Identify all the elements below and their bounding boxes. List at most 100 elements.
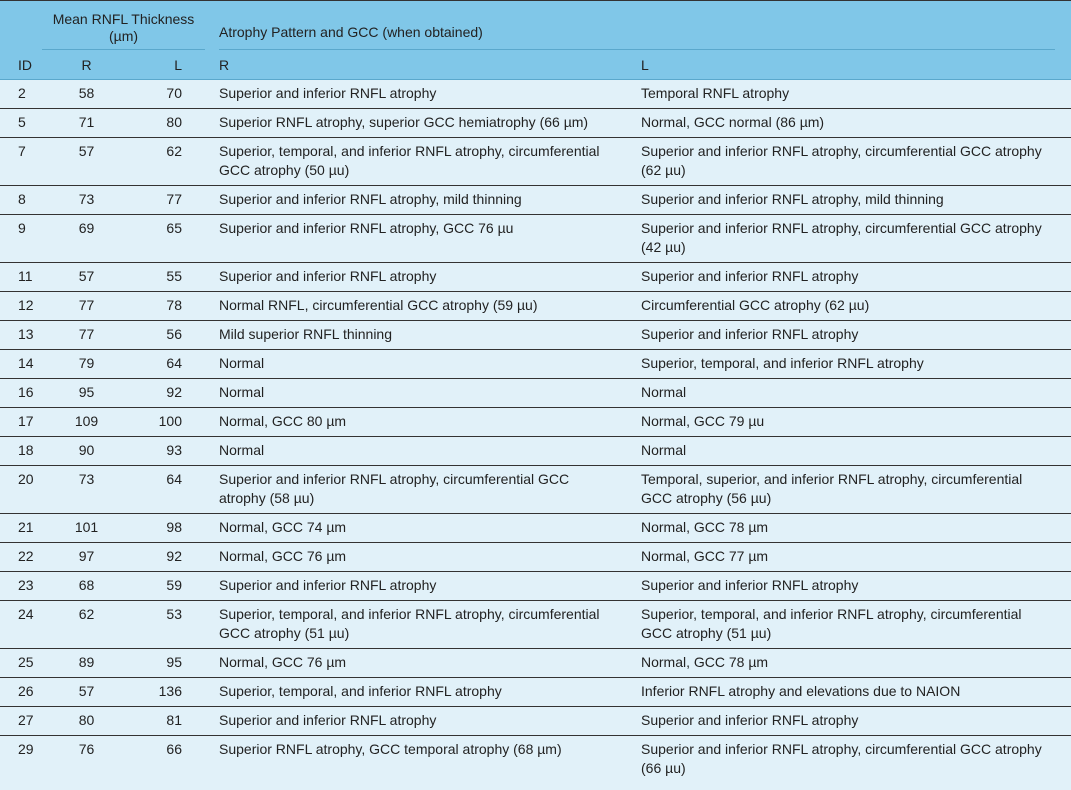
table-cell: Superior, temporal, and inferior RNFL at… (629, 349, 1071, 379)
table-cell: Superior and inferior RNFL atrophy (629, 706, 1071, 736)
table-cell: 2 (0, 79, 40, 109)
table-cell: 65 (125, 214, 205, 263)
table-cell: 109 (40, 407, 125, 437)
column-header: R (40, 50, 125, 80)
table-cell: 8 (0, 185, 40, 215)
table-cell: Superior and inferior RNFL atrophy, circ… (629, 137, 1071, 186)
table-cell: 77 (40, 291, 125, 321)
table-cell: Normal (205, 436, 629, 466)
table-cell: 17 (0, 407, 40, 437)
table-cell: 24 (0, 600, 40, 649)
table-cell: 57 (40, 137, 125, 186)
table-row: 7 57 62 Superior, temporal, and inferior RN… (0, 137, 1071, 186)
table-cell: 68 (40, 571, 125, 601)
table-row: 23 68 59 Superior and inferior RNFL atrophy… (0, 571, 1071, 601)
table-row: 18 90 93 Normal Normal (0, 436, 1071, 466)
table-cell: 66 (125, 735, 205, 783)
table-row: 22 97 92 Normal, GCC 76 µm Normal, GCC 77 µm (0, 542, 1071, 572)
table-cell: 97 (40, 542, 125, 572)
table-cell: 53 (125, 600, 205, 649)
table-cell: 79 (40, 349, 125, 379)
table-cell: Inferior RNFL atrophy and elevations due… (629, 677, 1071, 707)
table-row: 8 73 77 Superior and inferior RNFL atrophy,… (0, 185, 1071, 215)
table-cell: Normal (205, 378, 629, 408)
table-cell: 95 (125, 648, 205, 678)
table-cell: 76 (40, 735, 125, 783)
column-group: Mean RNFL Thickness (µm) (42, 4, 205, 50)
table-cell: Superior and inferior RNFL atrophy (205, 79, 629, 109)
table-cell: 25 (0, 648, 40, 678)
table-cell: 55 (125, 262, 205, 292)
table-cell: Superior and inferior RNFL atrophy, mild… (205, 185, 629, 215)
table-cell: Superior, temporal, and inferior RNFL at… (205, 600, 629, 649)
table-cell: 73 (40, 465, 125, 514)
table-row: 14 79 64 Normal Superior, temporal, and infe… (0, 349, 1071, 379)
table-cell: Superior RNFL atrophy, superior GCC hemi… (205, 108, 629, 138)
table-cell: Normal, GCC 78 µm (629, 513, 1071, 543)
table-cell: 23 (0, 571, 40, 601)
table-cell: 89 (40, 648, 125, 678)
table-cell: 136 (125, 677, 205, 707)
table-row: 20 73 64 Superior and inferior RNFL atrophy… (0, 465, 1071, 514)
table-cell: 98 (125, 513, 205, 543)
table-cell: 100 (125, 407, 205, 437)
column-header: L (629, 50, 1071, 80)
table-cell: 18 (0, 436, 40, 466)
table-cell: 59 (125, 571, 205, 601)
table-cell: 20 (0, 465, 40, 514)
table-cell: Superior, temporal, and inferior RNFL at… (629, 600, 1071, 649)
table-cell: 7 (0, 137, 40, 186)
table-cell: Superior and inferior RNFL atrophy (205, 571, 629, 601)
table-cell: 14 (0, 349, 40, 379)
table-cell: Normal, GCC 80 µm (205, 407, 629, 437)
table-row: 13 77 56 Mild superior RNFL thinning Superio… (0, 320, 1071, 350)
table-cell: 90 (40, 436, 125, 466)
table-cell: Superior and inferior RNFL atrophy (205, 706, 629, 736)
table-cell: Normal (629, 436, 1071, 466)
table-cell: 78 (125, 291, 205, 321)
table-cell: Normal, GCC 76 µm (205, 648, 629, 678)
table-row: 29 76 66 Superior RNFL atrophy, GCC tempora… (0, 735, 1071, 783)
table-cell: 101 (40, 513, 125, 543)
table-cell: Superior, temporal, and inferior RNFL at… (205, 137, 629, 186)
column-group: Atrophy Pattern and GCC (when obtained) (219, 24, 1055, 50)
table-row: 17 109 100 Normal, GCC 80 µm Normal, GCC 79 … (0, 407, 1071, 437)
table-cell: 62 (40, 600, 125, 649)
table-row: 16 95 92 Normal Normal (0, 378, 1071, 408)
table-cell: Normal, GCC 74 µm (205, 513, 629, 543)
table-row: 21 101 98 Normal, GCC 74 µm Normal, GCC 78 µ… (0, 513, 1071, 543)
table-cell: Superior and inferior RNFL atrophy, circ… (205, 465, 629, 514)
table-cell: Mild superior RNFL thinning (205, 320, 629, 350)
table-row: 5 71 80 Superior RNFL atrophy, superior GCC… (0, 108, 1071, 138)
table-cell: Normal, GCC normal (86 µm) (629, 108, 1071, 138)
table-cell: 77 (40, 320, 125, 350)
table-cell: Normal RNFL, circumferential GCC atrophy… (205, 291, 629, 321)
table-cell: 56 (125, 320, 205, 350)
table-cell: 27 (0, 706, 40, 736)
table-cell: Superior and inferior RNFL atrophy, circ… (629, 214, 1071, 263)
table-row: 27 80 81 Superior and inferior RNFL atrophy… (0, 706, 1071, 736)
table-cell: 57 (40, 677, 125, 707)
table-row: 11 57 55 Superior and inferior RNFL atrophy… (0, 262, 1071, 292)
table-cell: 95 (40, 378, 125, 408)
table-row: 9 69 65 Superior and inferior RNFL atrophy,… (0, 214, 1071, 263)
table-header: Mean RNFL Thickness (µm) Atrophy Pattern… (0, 0, 1071, 80)
table-cell: Superior and inferior RNFL atrophy (629, 320, 1071, 350)
table-cell: 26 (0, 677, 40, 707)
table-cell: 77 (125, 185, 205, 215)
table-cell: Temporal, superior, and inferior RNFL at… (629, 465, 1071, 514)
table-cell: 62 (125, 137, 205, 186)
column-header: ID (0, 50, 40, 80)
table-cell: 21 (0, 513, 40, 543)
table-cell: 13 (0, 320, 40, 350)
table-cell: 29 (0, 735, 40, 783)
table-cell: Normal (629, 378, 1071, 408)
table-cell: 92 (125, 378, 205, 408)
table-cell: 64 (125, 349, 205, 379)
table-cell: 81 (125, 706, 205, 736)
header-row: ID R L R L (0, 50, 1071, 80)
table-cell: 73 (40, 185, 125, 215)
table-cell: Temporal RNFL atrophy (629, 79, 1071, 109)
header-row: Mean RNFL Thickness (µm) Atrophy Pattern… (0, 0, 1071, 50)
